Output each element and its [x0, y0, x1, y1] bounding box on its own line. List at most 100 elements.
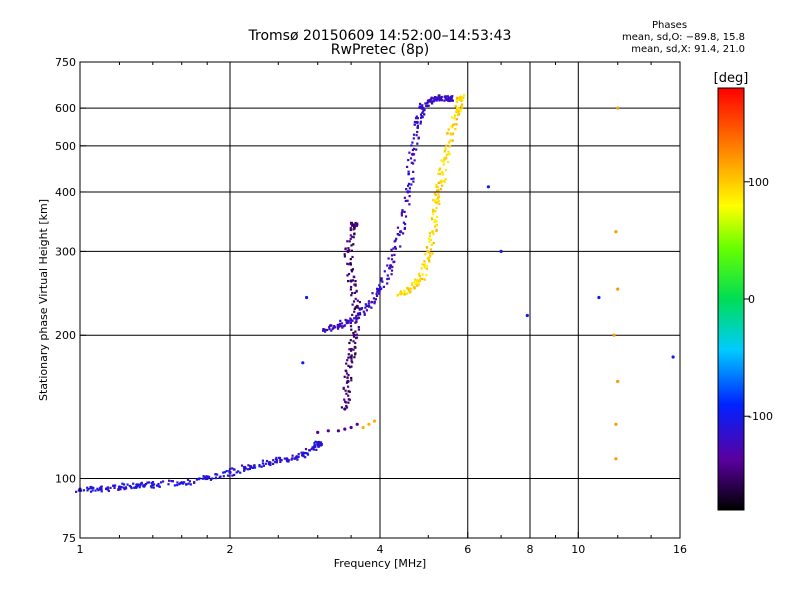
- data-point: [387, 277, 390, 280]
- data-point: [314, 445, 317, 448]
- data-point-value: [352, 223, 356, 228]
- data-point: [354, 316, 358, 319]
- data-point: [406, 287, 409, 290]
- data-point: [417, 283, 420, 286]
- data-point-value: [323, 328, 327, 332]
- data-point: [204, 477, 207, 481]
- data-point: [432, 97, 435, 100]
- y-axis-label: Stationary phase Virtual Height [km]: [37, 199, 50, 401]
- data-point: [404, 223, 407, 226]
- colorbar: [deg] 100 0 -100: [714, 71, 773, 511]
- chart-title: Tromsø 20150609 14:52:00–14:53:43: [248, 28, 512, 44]
- data-point: [401, 210, 404, 213]
- data-point: [405, 188, 408, 191]
- data-point: [442, 172, 445, 175]
- data-point: [353, 283, 356, 286]
- data-point-value: [228, 470, 232, 474]
- data-point: [239, 471, 242, 474]
- data-point: [225, 470, 228, 473]
- data-point: [435, 183, 438, 187]
- data-point: [223, 471, 226, 474]
- data-point: [314, 440, 317, 443]
- data-point: [407, 182, 411, 185]
- data-point: [311, 446, 314, 449]
- data-point: [454, 128, 457, 131]
- data-point: [428, 259, 431, 262]
- data-point: [79, 489, 83, 492]
- data-point-value: [316, 442, 320, 446]
- data-point: [423, 278, 426, 281]
- data-point-value: [346, 379, 350, 383]
- data-point-value: [614, 230, 618, 234]
- data-point: [434, 224, 438, 227]
- data-point: [381, 280, 384, 283]
- data-point: [451, 125, 454, 128]
- data-point: [87, 487, 90, 491]
- data-point-value: [361, 425, 365, 430]
- data-point: [399, 290, 402, 293]
- data-point: [421, 116, 424, 119]
- data-point: [419, 122, 422, 125]
- data-point: [77, 489, 80, 492]
- data-point: [319, 444, 323, 447]
- data-point: [421, 263, 424, 266]
- data-point: [356, 299, 359, 302]
- data-point: [370, 306, 373, 309]
- data-point: [105, 487, 108, 490]
- data-point: [429, 248, 432, 251]
- data-point-value: [349, 279, 353, 283]
- data-point: [418, 275, 421, 278]
- data-point: [419, 113, 423, 116]
- data-point: [416, 130, 419, 134]
- data-point: [406, 199, 409, 202]
- data-point: [353, 310, 356, 313]
- data-point: [316, 441, 319, 444]
- data-point-value: [301, 361, 305, 365]
- data-point: [293, 457, 296, 460]
- x-tick-label: 1: [77, 543, 84, 556]
- data-point: [176, 484, 179, 487]
- data-point: [278, 456, 282, 460]
- data-point: [410, 144, 413, 147]
- data-point: [376, 289, 379, 292]
- data-point: [347, 374, 350, 377]
- data-point: [333, 325, 336, 328]
- data-point: [437, 94, 440, 97]
- data-point: [408, 203, 411, 206]
- data-point: [354, 330, 357, 333]
- data-point: [313, 444, 316, 447]
- data-point: [347, 401, 350, 404]
- data-point: [318, 440, 321, 444]
- data-point: [228, 474, 231, 477]
- data-point: [346, 274, 349, 277]
- data-point-value: [426, 99, 430, 103]
- data-point: [457, 111, 460, 114]
- data-point: [410, 161, 413, 164]
- data-point: [455, 123, 458, 126]
- data-point: [440, 159, 443, 162]
- data-point: [418, 273, 421, 276]
- data-point: [237, 470, 240, 473]
- data-point: [437, 195, 441, 198]
- data-point: [162, 480, 165, 483]
- data-point: [411, 283, 414, 286]
- data-point-value: [355, 422, 359, 426]
- data-point: [382, 285, 385, 288]
- data-point: [262, 464, 265, 467]
- data-point: [350, 379, 353, 382]
- data-point: [339, 322, 342, 325]
- data-point: [216, 473, 219, 476]
- data-point: [343, 375, 346, 378]
- data-point: [403, 289, 406, 292]
- data-point: [126, 483, 129, 486]
- data-point-value: [336, 323, 340, 327]
- data-point-value: [486, 185, 490, 189]
- data-point: [430, 96, 433, 99]
- data-point-value: [614, 457, 618, 461]
- data-point: [235, 471, 238, 474]
- data-point: [415, 280, 418, 283]
- data-point: [459, 110, 462, 113]
- data-point: [176, 481, 179, 484]
- data-point: [407, 170, 410, 173]
- data-point: [264, 462, 267, 465]
